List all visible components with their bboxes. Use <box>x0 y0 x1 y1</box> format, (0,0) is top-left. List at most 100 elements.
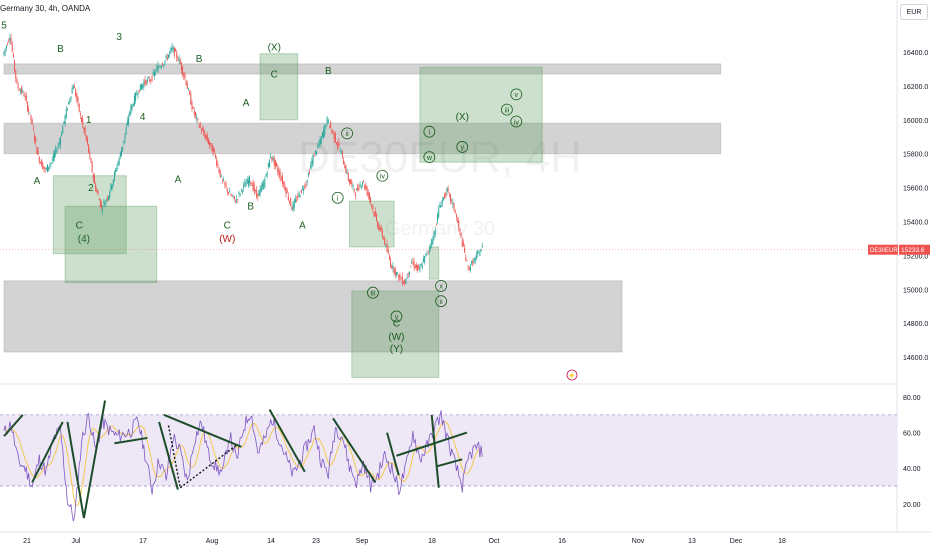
candle-body <box>46 164 48 172</box>
price-tick-label: 16000.0 <box>903 118 928 125</box>
candle-body <box>344 165 346 169</box>
candle-body <box>207 139 209 145</box>
candle-body <box>319 138 321 145</box>
candle-body <box>185 80 187 86</box>
rsi-trendline[interactable] <box>436 458 463 468</box>
candle-body <box>142 84 144 88</box>
candle-body <box>122 146 124 151</box>
wave-circle-label: x <box>439 284 443 291</box>
candle-body <box>279 171 281 179</box>
candle-body <box>379 228 381 231</box>
candle-body <box>44 168 46 170</box>
candle-body <box>37 150 39 155</box>
candle-body <box>99 199 101 207</box>
candle-body <box>162 64 164 66</box>
rsi-trendline[interactable] <box>430 414 440 488</box>
rsi-trendline[interactable] <box>66 421 85 519</box>
rsi-trendline[interactable] <box>386 432 400 476</box>
candle-body <box>195 112 197 116</box>
rsi-trendline[interactable] <box>396 431 468 457</box>
candle-body <box>421 265 423 268</box>
candle-body <box>328 125 330 128</box>
candle-body <box>373 212 375 216</box>
candle-body <box>346 171 348 173</box>
candle-body <box>426 253 428 255</box>
candle-body <box>428 247 430 250</box>
candle-body <box>11 44 13 52</box>
alert-icon[interactable] <box>566 369 578 381</box>
candle-body <box>175 49 177 52</box>
candle-body <box>418 266 420 269</box>
candle-body <box>139 84 141 91</box>
candle-body <box>281 176 283 185</box>
candle-body <box>93 175 95 184</box>
candle-body <box>68 101 70 105</box>
rsi-divergence-line[interactable] <box>167 425 181 488</box>
candle-body <box>4 48 6 53</box>
candle-body <box>472 260 474 266</box>
rsi-trendline[interactable] <box>163 413 242 448</box>
candle-body <box>354 193 356 196</box>
candle-body <box>247 180 249 186</box>
candle-body <box>89 152 91 156</box>
rsi-tick-label: 20.00 <box>903 502 921 509</box>
candle-body <box>340 151 342 154</box>
candle-body <box>43 166 45 169</box>
supply-demand-zone <box>3 122 722 155</box>
rsi-trendline[interactable] <box>82 400 107 519</box>
candle-body <box>445 192 447 197</box>
last-price-value: 15233.6 <box>901 247 925 254</box>
candle-body <box>39 162 41 164</box>
candle-body <box>391 266 393 269</box>
rsi-trendline[interactable] <box>114 436 148 445</box>
candle-body <box>71 88 73 94</box>
title-text: Germany 30, 4h, OANDA <box>0 4 91 13</box>
candle-body <box>91 162 93 173</box>
candle-body <box>231 195 233 197</box>
wave-label: C <box>224 220 231 231</box>
candle-body <box>85 135 87 140</box>
candle-body <box>38 157 40 163</box>
candle-body <box>381 230 383 237</box>
candle-body <box>437 213 439 222</box>
price-tick-label: 15800.0 <box>903 152 928 159</box>
candle-body <box>479 252 481 256</box>
candle-body <box>434 230 436 235</box>
candle-body <box>130 106 132 114</box>
candle-body <box>92 174 94 179</box>
candle-body <box>61 134 63 136</box>
candle-body <box>339 150 341 152</box>
candle-body <box>395 272 397 275</box>
wave-target-zone <box>64 205 158 284</box>
rsi-trendline[interactable] <box>158 421 179 490</box>
last-price-symbol: DE30EUR <box>870 248 898 254</box>
candle-body <box>467 265 469 268</box>
wave-label: 5 <box>1 20 7 31</box>
rsi-trendline[interactable] <box>3 414 24 437</box>
rsi-trendline[interactable] <box>332 417 377 483</box>
candle-body <box>151 76 153 81</box>
candle-body <box>460 233 462 237</box>
wave-circle <box>510 88 523 101</box>
candle-body <box>450 194 451 201</box>
candle-body <box>24 95 26 97</box>
wave-circle-label: ii <box>440 299 444 306</box>
rsi-trendline[interactable] <box>268 408 306 473</box>
candle-body <box>169 51 171 54</box>
candle-body <box>366 187 368 195</box>
candle-body <box>400 278 402 280</box>
candle-body <box>234 202 236 204</box>
wave-circle <box>423 151 436 163</box>
rsi-trendline[interactable] <box>31 421 64 483</box>
currency-selector[interactable]: EUR <box>900 4 928 20</box>
candle-body <box>431 239 433 246</box>
wave-label: B <box>325 66 332 77</box>
candle-body <box>143 82 145 88</box>
wave-circle <box>435 295 448 308</box>
candle-body <box>140 85 142 90</box>
candle-body <box>23 94 25 97</box>
symbol-title: Germany 30, 4h, OANDA <box>0 4 90 13</box>
candle-body <box>386 243 388 252</box>
